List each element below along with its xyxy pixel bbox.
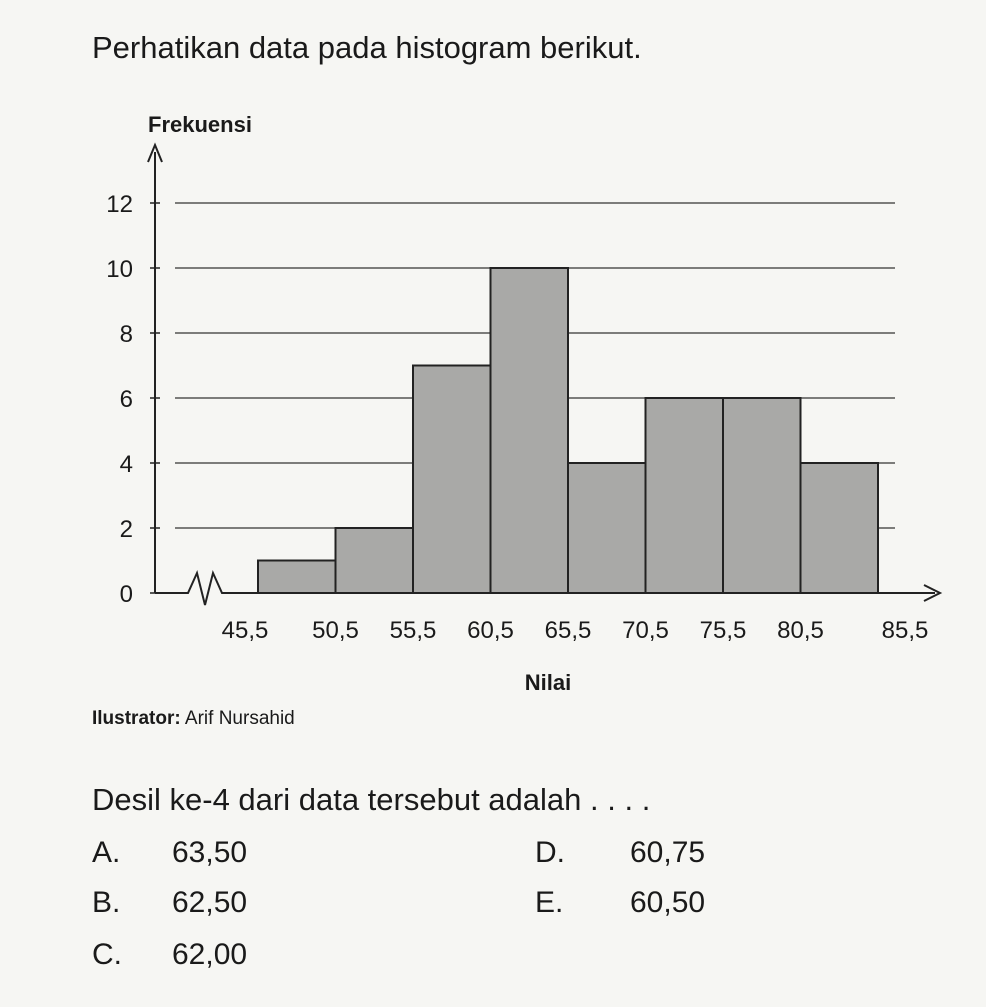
y-tick-label: 10	[106, 256, 133, 283]
y-tick-label: 0	[120, 581, 133, 608]
y-tick-label: 2	[120, 516, 133, 543]
x-tick-label: 45,5	[222, 617, 269, 644]
histogram-bar	[799, 462, 879, 594]
x-axis-arrow-icon	[923, 584, 943, 602]
histogram-bar	[412, 364, 492, 594]
credit-name: Arif Nursahid	[184, 708, 295, 729]
option-value: 62,00	[172, 938, 248, 971]
option-a[interactable]: A. 63,50	[92, 836, 247, 870]
option-value: 60,50	[630, 886, 706, 919]
x-tick-label: 65,5	[545, 617, 592, 644]
option-letter: A.	[92, 836, 121, 869]
option-value: 62,50	[172, 886, 248, 919]
option-c[interactable]: C. 62,00	[92, 938, 247, 972]
y-axis-title: Frekuensi	[148, 112, 252, 137]
x-tick-label: 80,5	[777, 617, 824, 644]
option-letter: E.	[535, 886, 564, 919]
y-axis-arrow-icon	[147, 142, 163, 163]
x-tick-label: 50,5	[312, 617, 359, 644]
histogram-bar	[567, 462, 647, 594]
y-tick-label: 6	[120, 386, 133, 413]
option-value: 63,50	[172, 836, 248, 869]
x-axis-title: Nilai	[525, 670, 571, 695]
y-tick-label: 12	[106, 191, 133, 218]
histogram-bar	[644, 397, 724, 594]
option-e[interactable]: E. 60,50	[535, 886, 705, 920]
x-tick-label: 75,5	[700, 617, 747, 644]
y-tick-label: 8	[120, 321, 133, 348]
histogram-bar	[257, 559, 337, 594]
x-axis-with-break	[155, 569, 935, 606]
credit-label: Ilustrator:	[92, 708, 181, 729]
question-prompt: Desil ke-4 dari data tersebut adalah . .…	[92, 782, 651, 817]
x-tick-label: 55,5	[390, 617, 437, 644]
x-tick-label: 70,5	[622, 617, 669, 644]
y-tick-label: 4	[120, 451, 133, 478]
option-b[interactable]: B. 62,50	[92, 886, 247, 920]
option-letter: B.	[92, 886, 121, 919]
histogram-bar	[489, 267, 569, 594]
histogram-bar	[334, 527, 414, 594]
x-tick-label: 85,5	[882, 617, 929, 644]
option-letter: D.	[535, 836, 565, 869]
histogram-bar	[722, 397, 802, 594]
x-tick-label: 60,5	[467, 617, 514, 644]
option-letter: C.	[92, 938, 122, 971]
illustrator-credit: Ilustrator: Arif Nursahid	[92, 708, 295, 730]
option-d[interactable]: D. 60,75	[535, 836, 705, 870]
question-intro: Perhatikan data pada histogram berikut.	[92, 30, 642, 65]
option-value: 60,75	[630, 836, 706, 869]
